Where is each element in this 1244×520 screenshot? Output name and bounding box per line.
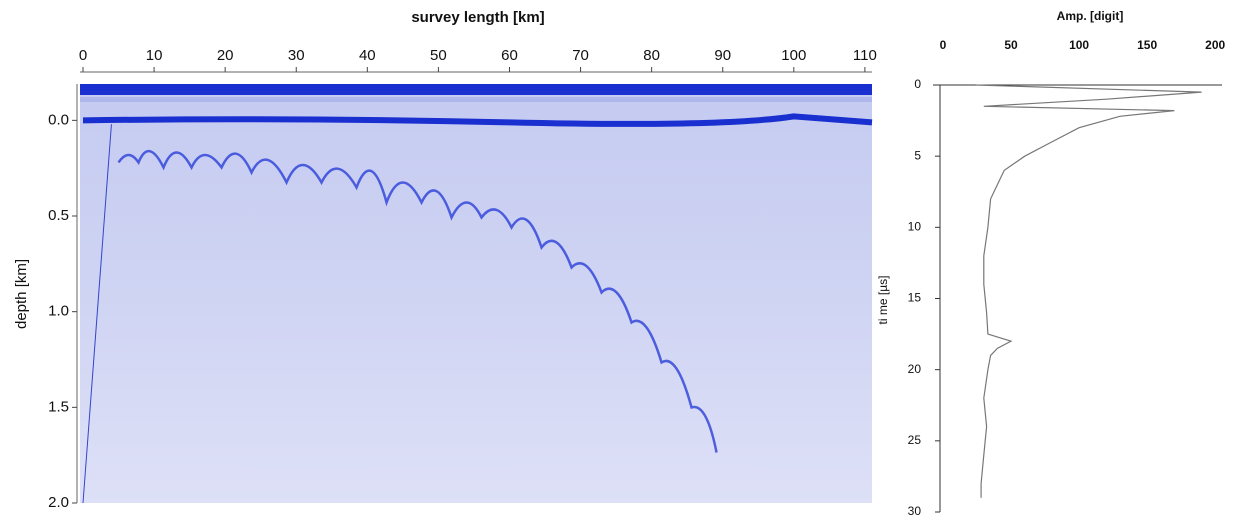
y-tick-label: 0.0 (48, 111, 69, 128)
x-tick-label: 0 (79, 47, 87, 64)
x-tick-label: 50 (430, 47, 447, 64)
y-tick-label: 30 (908, 504, 922, 518)
y-axis-label: depth [km] (13, 259, 30, 329)
x-tick-label: 20 (217, 47, 234, 64)
x-tick-label: 60 (501, 47, 518, 64)
trace-line (82, 124, 112, 504)
y-axis-label: ti me [µs] (876, 276, 890, 325)
x-tick-label: 110 (853, 47, 877, 64)
x-tick-label: 10 (146, 47, 163, 64)
chart-title: Amp. [digit] (1057, 9, 1124, 23)
x-tick-label: 100 (1069, 38, 1089, 52)
y-tick-label: 20 (908, 362, 922, 376)
top-band (80, 84, 872, 95)
y-tick-label: 10 (908, 220, 922, 234)
x-tick-label: 0 (940, 38, 947, 52)
amplitude-line (975, 84, 1202, 498)
y-tick-label: 5 (914, 148, 921, 162)
radargram-panel: survey length [km] depth [km] 0 10 20 30 40 5… (13, 9, 877, 511)
x-tick-label: 40 (359, 47, 376, 64)
y-tick-label: 1.5 (48, 398, 69, 415)
surface-reflection (82, 113, 873, 127)
x-tick-label: 80 (643, 47, 660, 64)
y-tick-label: 15 (908, 291, 922, 305)
y-tick-label: 0.5 (48, 207, 69, 224)
x-tick-label: 30 (288, 47, 305, 64)
x-tick-label: 50 (1004, 38, 1018, 52)
chart-title: survey length [km] (411, 9, 544, 26)
y-tick-label: 0 (914, 77, 921, 91)
top-band-light (80, 97, 872, 102)
radar-image (80, 84, 872, 503)
x-tick-label: 100 (781, 47, 806, 64)
y-tick-label: 25 (908, 433, 922, 447)
x-tick-label: 200 (1205, 38, 1225, 52)
y-tick-label: 2.0 (48, 494, 69, 511)
x-tick-label: 90 (714, 47, 731, 64)
y-tick-label: 1.0 (48, 303, 69, 320)
bed-reflection (117, 149, 718, 453)
x-tick-label: 70 (572, 47, 589, 64)
x-tick-label: 150 (1137, 38, 1157, 52)
amplitude-panel: Amp. [digit] ti me [µs] 0 50 100 150 200 0 5 10… (876, 9, 1225, 518)
